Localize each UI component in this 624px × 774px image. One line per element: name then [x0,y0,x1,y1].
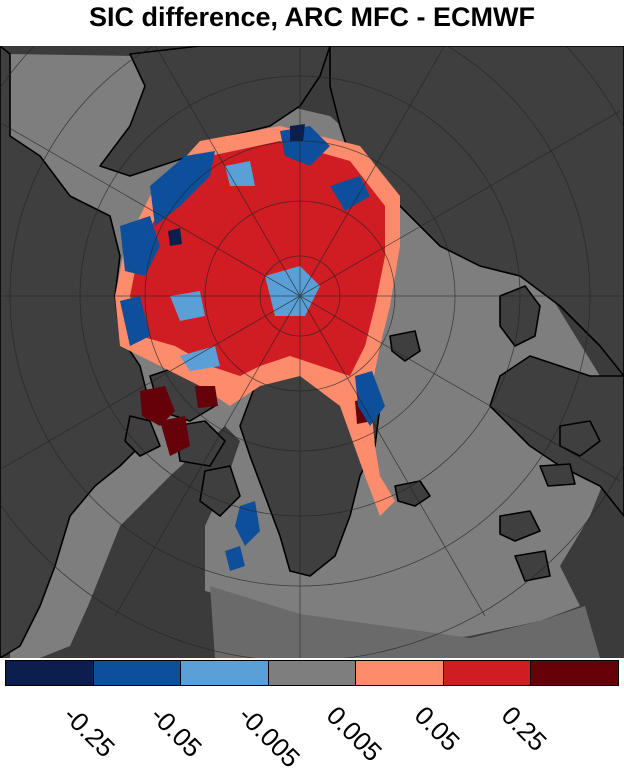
map-title: SIC difference, ARC MFC - ECMWF [88,2,535,32]
atlantic-region [210,586,600,658]
colorbar-tick-label: 0.25 [496,700,554,757]
colorbar-segment [93,661,182,685]
colorbar-tick-label: -0.05 [145,700,209,764]
meridians [0,46,624,658]
graticule [0,46,624,658]
sic-field-light-blue [170,161,320,371]
colorbar-tick-label: -0.005 [232,700,307,774]
colorbar-segment [6,661,94,685]
colorbar-segment [356,661,444,685]
colorbar-segment [268,661,357,685]
colorbar [5,660,619,686]
colorbar-tick-label: -0.25 [57,700,121,764]
sic-field-blue [120,126,385,571]
sic-field-dark-blue [168,124,305,246]
colorbar-segment [531,661,619,685]
colorbar-segment [443,661,532,685]
colorbar-segment [181,661,269,685]
colorbar-tick-label: 0.05 [408,700,466,757]
colorbar-tick-label: 0.005 [320,700,388,768]
land-masses [0,46,624,658]
sea-ice-difference-map [0,46,624,658]
